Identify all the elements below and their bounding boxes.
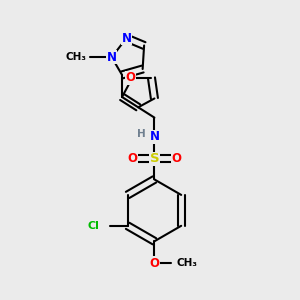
Text: Cl: Cl <box>88 221 100 231</box>
Text: H: H <box>137 129 146 139</box>
Text: O: O <box>149 257 159 270</box>
Text: CH₃: CH₃ <box>66 52 87 62</box>
Text: CH₃: CH₃ <box>176 258 197 268</box>
Text: N: N <box>122 32 131 45</box>
Text: N: N <box>149 130 159 143</box>
Text: O: O <box>126 71 136 84</box>
Text: O: O <box>127 152 137 165</box>
Text: S: S <box>150 152 159 165</box>
Text: N: N <box>107 51 117 64</box>
Text: O: O <box>172 152 182 165</box>
